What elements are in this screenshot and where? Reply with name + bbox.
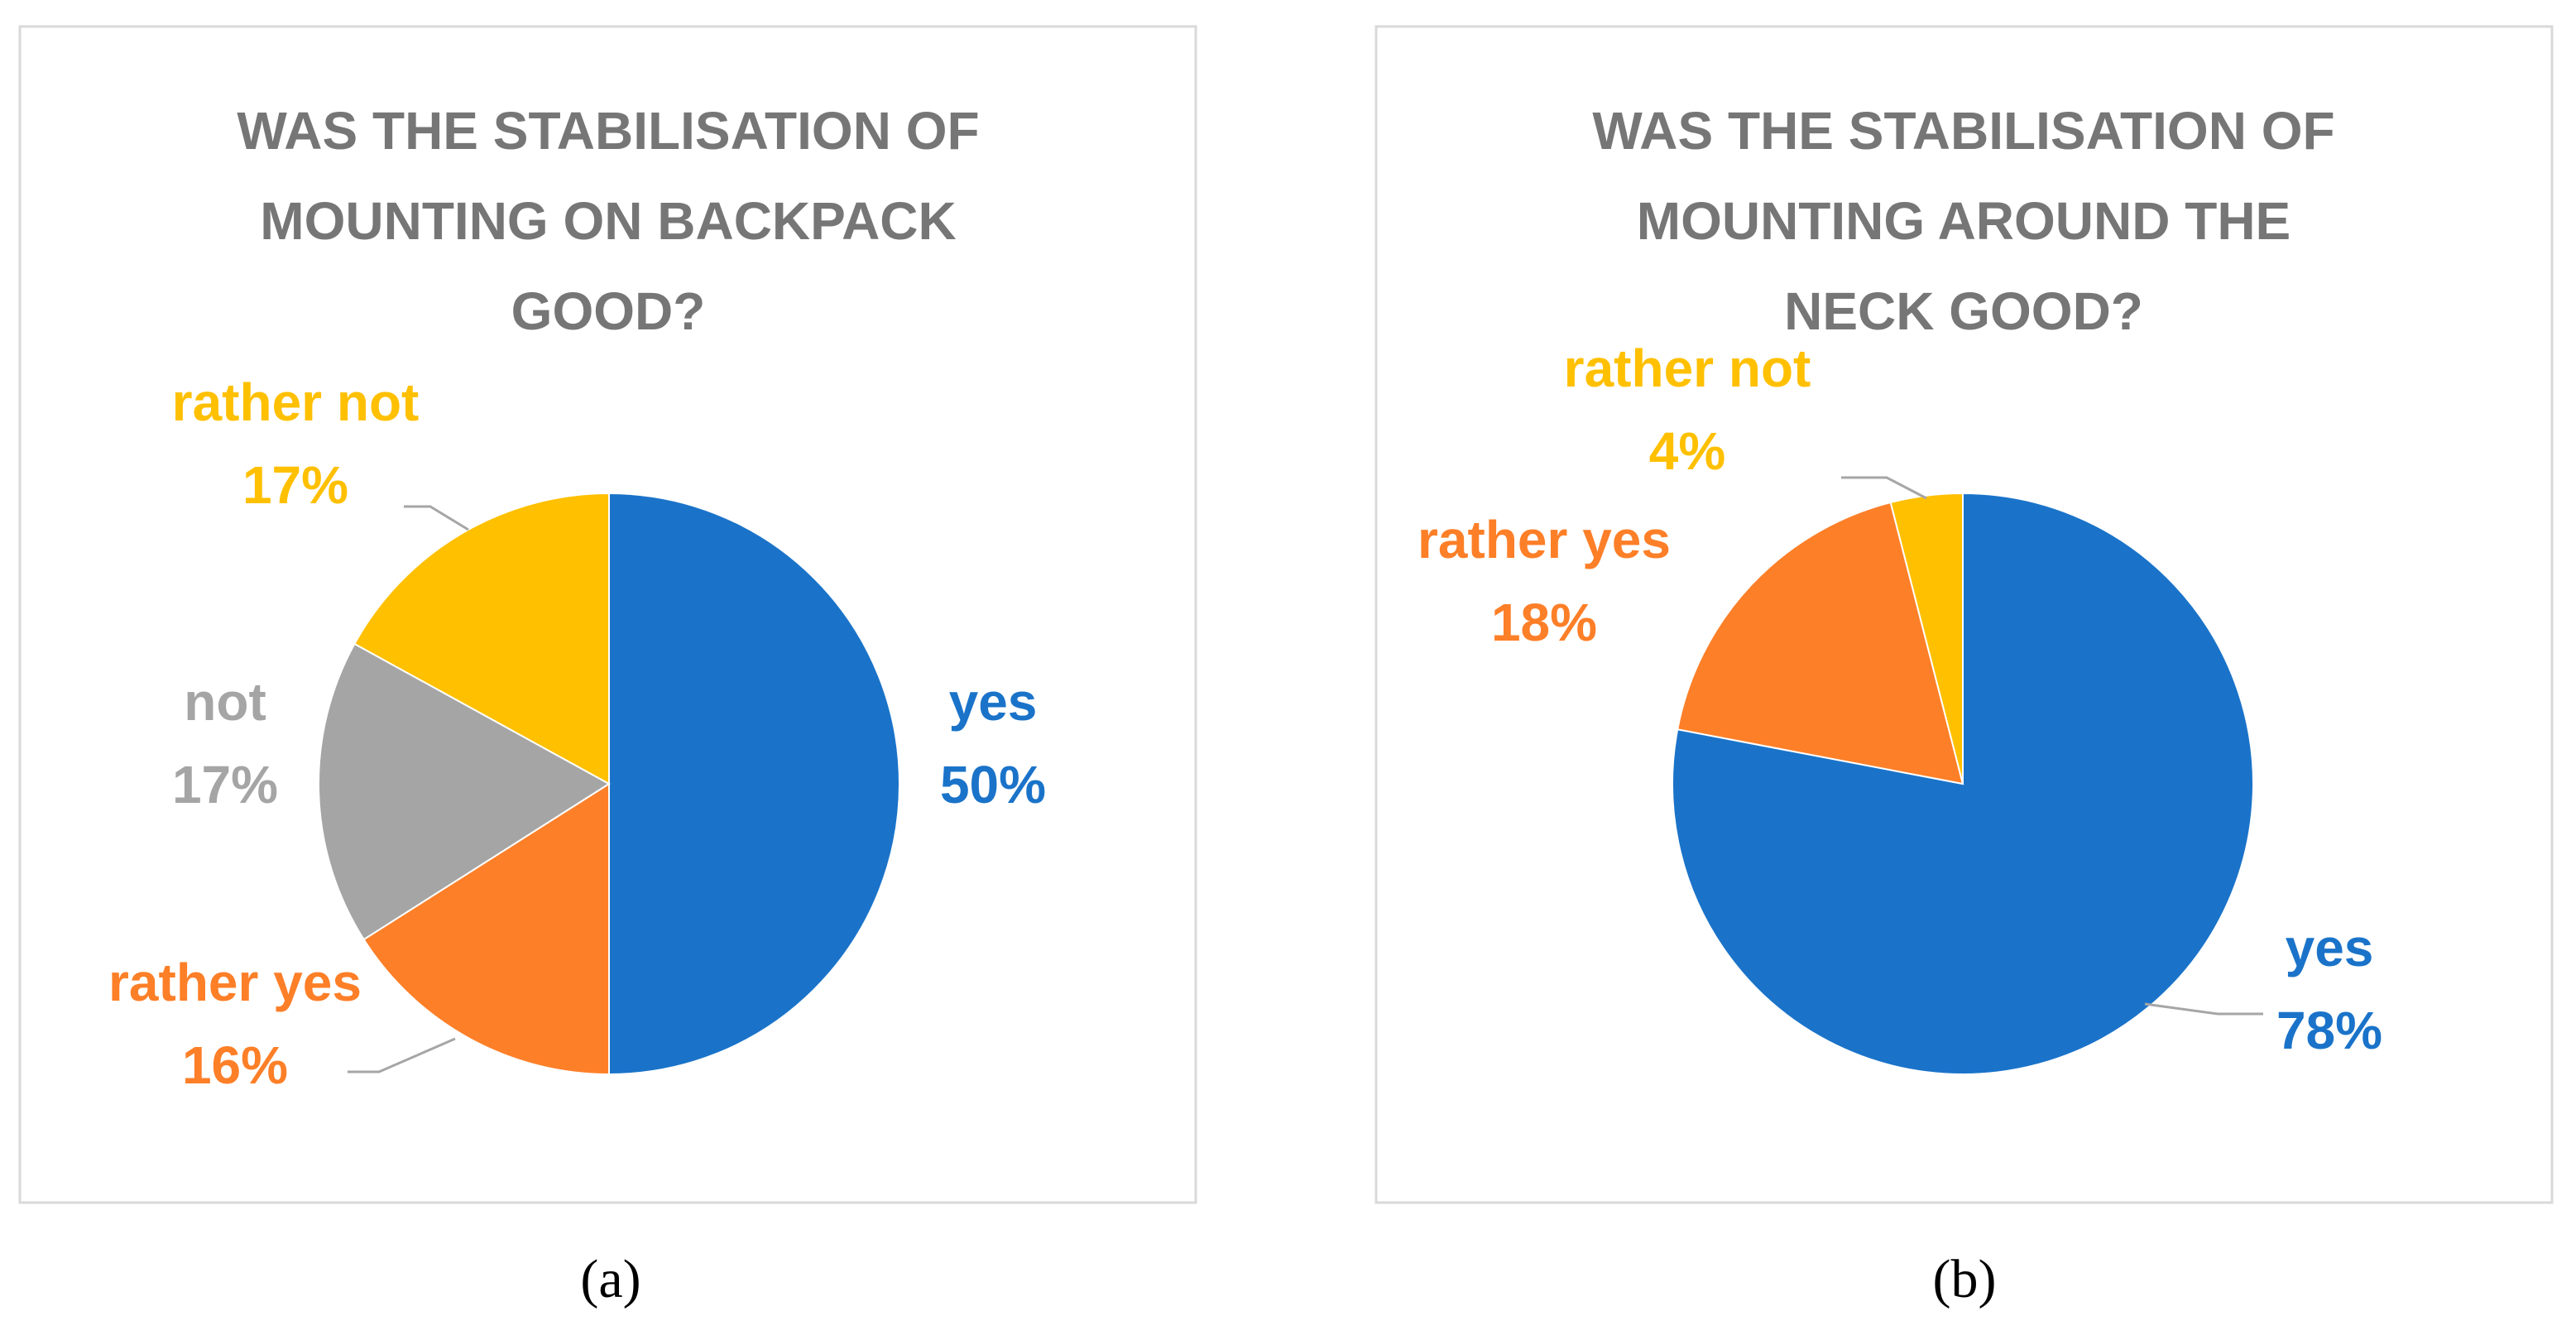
pie-slice — [362, 782, 610, 1076]
caption: (b) — [1932, 1249, 1997, 1309]
slice-label: yes — [949, 672, 1038, 732]
slice-value-label: 17% — [242, 455, 348, 515]
pie-slice — [1889, 492, 1964, 785]
pie-slice — [1672, 492, 2254, 1075]
chart-title: WAS THE STABILISATION OF MOUNTING AROUND… — [1592, 101, 2335, 341]
caption: (a) — [580, 1249, 641, 1309]
slice-label: not — [184, 672, 266, 732]
chart-title: WAS THE STABILISATION OF MOUNTING ON BAC… — [237, 101, 980, 341]
slice-label: rather yes — [1418, 510, 1671, 569]
slice-label: rather not — [172, 372, 420, 432]
slice-value-label: 50% — [940, 755, 1046, 814]
pie-slice — [353, 492, 610, 785]
leader-line — [1841, 476, 1927, 500]
slice-value-label: 18% — [1491, 593, 1597, 652]
slice-value-label: 78% — [2276, 1001, 2382, 1060]
slice-label: yes — [2286, 918, 2374, 977]
pie-slice — [608, 492, 900, 1076]
slice-value-label: 4% — [1649, 421, 1726, 481]
leader-line — [404, 505, 469, 531]
slice-value-label: 17% — [172, 755, 278, 814]
leader-line — [2144, 1002, 2263, 1016]
pie-slice — [318, 642, 611, 941]
slice-label: rather yes — [108, 953, 362, 1012]
leader-line — [348, 1037, 456, 1073]
pie-slice — [1677, 501, 1964, 785]
slice-label: rather not — [1564, 339, 1811, 398]
slice-value-label: 16% — [182, 1035, 288, 1095]
